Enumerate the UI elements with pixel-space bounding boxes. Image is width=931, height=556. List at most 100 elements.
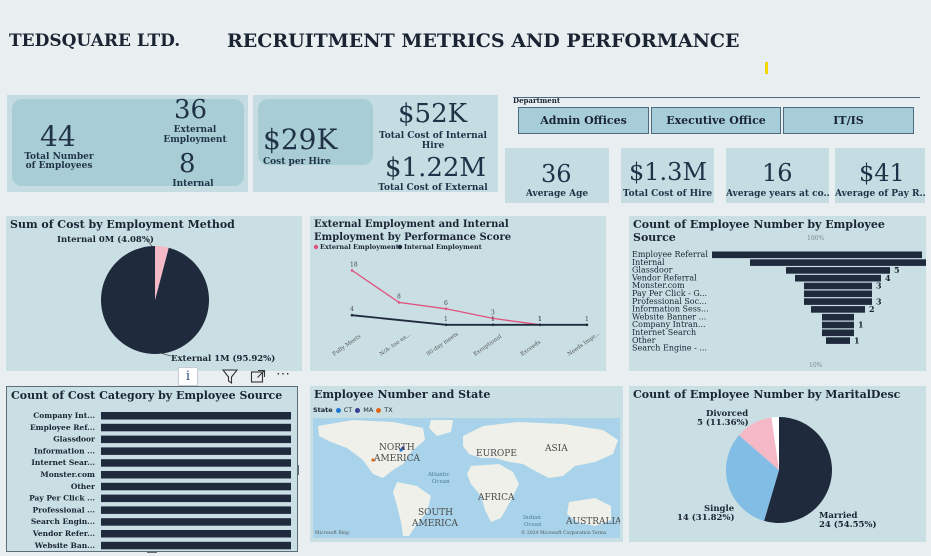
x-tick-label: Exceeds xyxy=(520,339,542,357)
data-point[interactable] xyxy=(397,301,401,304)
land-australia xyxy=(567,498,611,526)
kpi-group-cost: $29K Cost per Hire $52K Total Cost of In… xyxy=(253,95,498,192)
focus-mode-icon[interactable] xyxy=(250,369,266,384)
state-marker-tx[interactable] xyxy=(371,458,375,462)
label-external: External 1M (95.92%) xyxy=(171,353,275,364)
cost-bar[interactable] xyxy=(101,541,291,550)
funnel-bar[interactable] xyxy=(804,298,872,305)
funnel-bar[interactable] xyxy=(786,267,890,274)
label-divorced-1: Divorced xyxy=(706,409,748,419)
category-label: Internet Sear... xyxy=(31,458,95,467)
resize-handle-right[interactable] xyxy=(297,465,299,475)
data-point[interactable] xyxy=(491,317,495,320)
state-marker-ma[interactable] xyxy=(401,446,405,450)
category-label: Internal xyxy=(632,258,665,267)
funnel-bar[interactable] xyxy=(712,251,922,259)
panel-performance: External Employment and Internal Employm… xyxy=(310,216,606,371)
funnel-value-label: 4 xyxy=(885,273,891,283)
map-attribution[interactable]: © 2024 Microsoft Corporation Terms xyxy=(521,529,607,536)
employee-source-title: Count of Employee Number by Employee Sou… xyxy=(633,218,885,244)
total-employees-value: 44 xyxy=(40,120,76,153)
data-label: 3 xyxy=(491,309,495,316)
performance-title: External Employment and Internal Employm… xyxy=(314,219,512,243)
state-map-title: Employee Number and State xyxy=(314,388,491,401)
cost-bar[interactable] xyxy=(101,435,291,444)
info-button[interactable]: i xyxy=(178,367,198,386)
ocean-atlantic-1: Atlantic xyxy=(427,472,450,478)
label-single-1: Single xyxy=(704,504,735,514)
funnel-bar[interactable] xyxy=(822,321,854,329)
data-point[interactable] xyxy=(538,323,542,327)
pie-slice-internal[interactable] xyxy=(155,246,169,300)
ocean-indian-2: Ocean xyxy=(524,522,542,528)
data-label: 8 xyxy=(397,293,401,300)
slicer-executive-office[interactable]: Executive Office xyxy=(651,107,781,134)
funnel-bar[interactable] xyxy=(822,329,854,337)
funnel-value-label: 1 xyxy=(854,335,860,345)
pie-slice-other[interactable] xyxy=(771,417,779,470)
internal-employment-label: Internal Employment xyxy=(172,179,214,188)
resize-handle-bottom[interactable] xyxy=(147,551,157,553)
funnel-value-label: 3 xyxy=(876,296,882,306)
cost-bar[interactable] xyxy=(101,482,291,491)
cost-bar[interactable] xyxy=(101,494,291,503)
more-options-icon[interactable]: ⋯ xyxy=(276,366,290,382)
region-asia: ASIA xyxy=(544,444,568,454)
data-point[interactable] xyxy=(444,307,448,311)
data-point[interactable] xyxy=(350,269,354,272)
label-single-2: 14 (31.82%) xyxy=(677,512,735,523)
cost-bar[interactable] xyxy=(101,530,291,538)
data-point[interactable] xyxy=(350,313,354,317)
external-hire-cost-label: Total Cost of External Hire xyxy=(378,183,488,192)
data-point[interactable] xyxy=(491,323,495,327)
category-label: Glassdoor xyxy=(632,266,673,275)
funnel-bar[interactable] xyxy=(804,282,872,290)
data-point[interactable] xyxy=(444,323,448,327)
performance-chart: External Employment Internal Employment … xyxy=(313,243,601,358)
cost-bar[interactable] xyxy=(101,423,291,432)
panel-cost-by-method: Sum of Cost by Employment Method Interna… xyxy=(6,216,302,371)
slicer-it-is[interactable]: IT/IS xyxy=(783,107,914,134)
data-point[interactable] xyxy=(585,323,589,327)
slicer-divider xyxy=(513,97,920,98)
slicer-admin-offices[interactable]: Admin Offices xyxy=(518,107,649,134)
kpi-box-cost xyxy=(258,99,373,165)
funnel-bar[interactable] xyxy=(804,290,872,298)
pie-slice-married[interactable] xyxy=(764,417,832,523)
funnel-value-label: 3 xyxy=(876,281,882,291)
funnel-bar[interactable] xyxy=(826,337,850,344)
legend-ma: MA xyxy=(363,406,374,414)
pie-slice-divorced[interactable] xyxy=(738,417,779,470)
series-line-internal[interactable] xyxy=(351,314,587,326)
funnel-bar[interactable] xyxy=(822,313,854,321)
land-eurasia xyxy=(463,422,618,478)
cost-bar[interactable] xyxy=(101,506,291,514)
yellow-marker xyxy=(765,62,768,74)
category-label: Website Ban... xyxy=(34,541,95,550)
state-marker-ct[interactable] xyxy=(399,448,403,452)
panel-marital: Count of Employee Number by MaritalDesc … xyxy=(629,386,926,542)
funnel-bar[interactable] xyxy=(750,259,926,266)
world-map[interactable]: NORTH AMERICA EUROPE ASIA AFRICA SOUTH A… xyxy=(313,418,620,538)
x-tick-label: N/A- too ea... xyxy=(379,332,413,358)
cost-bar[interactable] xyxy=(101,459,291,467)
internal-employment-value: 8 xyxy=(179,149,196,179)
data-label: 1 xyxy=(491,316,495,323)
funnel-bar[interactable] xyxy=(811,306,865,313)
legend-tx: TX xyxy=(384,406,393,414)
cost-bar[interactable] xyxy=(101,412,291,420)
slicer-title: Department xyxy=(513,96,561,105)
cost-bar[interactable] xyxy=(101,447,291,455)
pie-slice-single[interactable] xyxy=(726,435,779,521)
cost-bar[interactable] xyxy=(101,518,291,526)
category-label: Internet Search xyxy=(632,328,696,337)
filter-icon[interactable] xyxy=(222,369,238,384)
region-africa: AFRICA xyxy=(477,493,515,503)
funnel-bar[interactable] xyxy=(795,274,881,282)
label-married-1: Married xyxy=(819,511,858,521)
slicer-buttons: Admin Offices Executive Office IT/IS xyxy=(518,107,914,134)
land-africa xyxy=(467,464,519,522)
average-age-value: 36 xyxy=(541,160,572,188)
cost-bar[interactable] xyxy=(101,471,291,479)
category-label: Vendor Referral xyxy=(631,273,697,282)
